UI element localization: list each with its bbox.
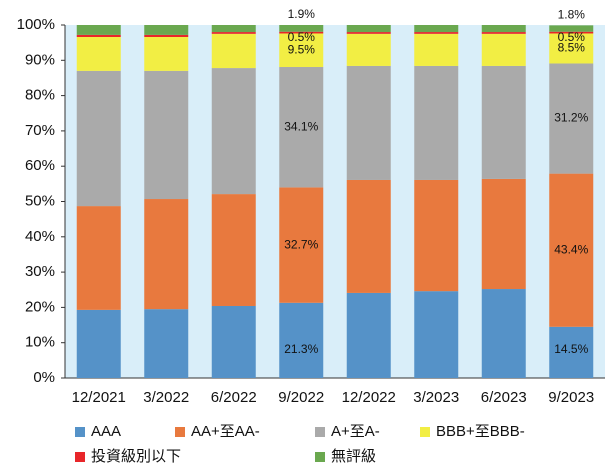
y-tick-label: 70%: [25, 122, 55, 139]
bar-segment: [346, 32, 391, 34]
bar-segment: [279, 187, 324, 303]
x-tick-label: 9/2023: [548, 389, 594, 406]
y-tick-label: 20%: [25, 298, 55, 315]
y-tick-label: 10%: [25, 334, 55, 351]
bar-segment: [211, 32, 256, 34]
x-tick-label: 12/2022: [342, 389, 396, 406]
y-tick-label: 30%: [25, 263, 55, 280]
bar-segment: [76, 34, 121, 38]
bar-segment: [346, 25, 391, 33]
bar-segment: [211, 33, 256, 69]
bar-segment: [481, 289, 526, 378]
bar-segment: [549, 63, 594, 174]
value-label: 43.4%: [554, 242, 588, 256]
bar-segment: [144, 309, 189, 378]
bar-segment: [549, 31, 594, 34]
bar-segment: [549, 25, 594, 32]
bar-segment: [76, 70, 121, 207]
bar-segment: [144, 25, 189, 35]
bar-segment: [414, 179, 459, 292]
y-tick-label: 90%: [25, 51, 55, 68]
x-tick-label: 3/2022: [143, 389, 189, 406]
value-label: 21.3%: [284, 342, 318, 356]
bar-segment: [144, 34, 189, 38]
bar-segment: [481, 25, 526, 33]
value-label: 9.5%: [288, 42, 316, 56]
bar-segment: [279, 25, 324, 32]
bar-segment: [279, 67, 324, 188]
bar-segment: [414, 25, 459, 33]
y-tick-label: 80%: [25, 87, 55, 104]
legend-label: AA+至AA-: [191, 423, 260, 440]
bar-segment: [76, 309, 121, 378]
y-tick-label: 60%: [25, 157, 55, 174]
bar-segment: [549, 326, 594, 378]
bar-segment: [549, 173, 594, 327]
bar-segment: [414, 65, 459, 180]
legend-swatch: [315, 427, 325, 437]
legend-swatch: [420, 427, 430, 437]
bar-segment: [211, 305, 256, 378]
bar-segment: [279, 33, 324, 68]
bar-segment: [211, 25, 256, 33]
bar-segment: [346, 292, 391, 378]
bar-segment: [549, 33, 594, 64]
x-tick-label: 12/2021: [72, 389, 126, 406]
x-tick-label: 9/2022: [278, 389, 324, 406]
y-tick-label: 0%: [33, 369, 55, 386]
bar-segment: [481, 33, 526, 66]
y-tick-label: 50%: [25, 192, 55, 209]
bar-segment: [211, 194, 256, 306]
legend-swatch: [75, 452, 85, 462]
bar-segment: [76, 25, 121, 35]
bar-segment: [414, 291, 459, 378]
bar-segment: [279, 31, 324, 34]
bar-segment: [481, 32, 526, 34]
x-tick-label: 6/2022: [211, 389, 257, 406]
bar-segment: [346, 179, 391, 293]
x-tick-label: 3/2023: [413, 389, 459, 406]
bar-segment: [144, 37, 189, 71]
value-label: 0.5%: [288, 30, 316, 44]
bar-segment: [144, 70, 189, 200]
y-tick-label: 40%: [25, 228, 55, 245]
legend-label: AAA: [91, 423, 121, 440]
y-tick-label: 100%: [17, 16, 55, 33]
value-label: 1.8%: [558, 8, 586, 22]
legend-label: A+至A-: [331, 423, 380, 440]
value-label: 34.1%: [284, 119, 318, 133]
legend-label: 無評級: [331, 448, 376, 465]
value-label: 32.7%: [284, 237, 318, 251]
bar-segment: [346, 65, 391, 180]
bar-segment: [211, 68, 256, 195]
bar-segment: [481, 65, 526, 179]
legend-label: 投資級別以下: [91, 448, 181, 465]
x-tick-label: 6/2023: [481, 389, 527, 406]
bar-segment: [76, 37, 121, 71]
bar-segment: [144, 199, 189, 310]
value-label: 8.5%: [558, 41, 586, 55]
legend-label: BBB+至BBB-: [436, 423, 525, 440]
bar-segment: [346, 33, 391, 66]
bar-segment: [414, 33, 459, 66]
value-label: 1.9%: [288, 7, 316, 21]
legend-swatch: [175, 427, 185, 437]
bar-segment: [76, 206, 121, 310]
bar-segment: [279, 302, 324, 378]
value-label: 31.2%: [554, 111, 588, 125]
bar-segment: [414, 32, 459, 34]
value-label: 0.5%: [558, 30, 586, 44]
legend-swatch: [315, 452, 325, 462]
legend-swatch: [75, 427, 85, 437]
value-label: 14.5%: [554, 342, 588, 356]
bar-segment: [481, 178, 526, 290]
